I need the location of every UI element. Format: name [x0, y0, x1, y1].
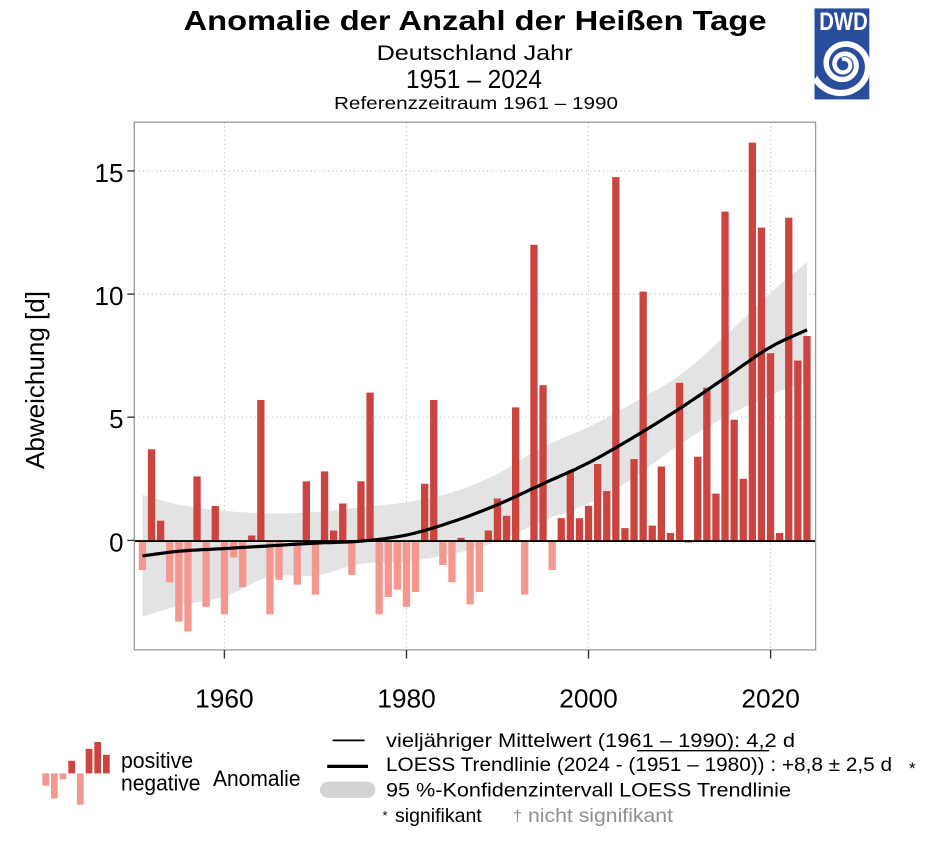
svg-text:5: 5	[109, 404, 123, 434]
svg-text:2000: 2000	[559, 684, 618, 714]
svg-text:Anomalie: Anomalie	[213, 766, 301, 791]
svg-text:nicht signifikant: nicht signifikant	[528, 805, 674, 827]
svg-text:DWD: DWD	[819, 8, 868, 36]
svg-text:95 %-Konfidenzintervall LOESS: 95 %-Konfidenzintervall LOESS Trendlinie	[386, 780, 791, 802]
svg-text:1980: 1980	[377, 684, 436, 714]
svg-text:Abweichung [d]: Abweichung [d]	[20, 291, 50, 469]
svg-text:0: 0	[109, 527, 123, 557]
svg-text:10: 10	[95, 281, 124, 311]
svg-text:Deutschland Jahr: Deutschland Jahr	[377, 42, 573, 65]
svg-text:*: *	[383, 808, 388, 823]
svg-text:†: †	[513, 808, 522, 825]
svg-text:Referenzzeitraum 1961 – 1990: Referenzzeitraum 1961 – 1990	[334, 93, 618, 113]
svg-text:1960: 1960	[195, 684, 254, 714]
svg-text:15: 15	[95, 158, 124, 188]
svg-text:LOESS Trendlinie (2024 - (1951: LOESS Trendlinie (2024 - (1951 – 1980)) …	[386, 754, 892, 776]
svg-text:negative: negative	[121, 770, 201, 795]
svg-text:2020: 2020	[741, 684, 800, 714]
svg-text:vieljähriger Mittelwert (1961: vieljähriger Mittelwert (1961 – 1990): 4…	[386, 730, 795, 752]
svg-text:*: *	[909, 759, 916, 778]
svg-text:positive: positive	[121, 748, 193, 773]
svg-text:1951 – 2024: 1951 – 2024	[406, 64, 542, 94]
svg-text:signifikant: signifikant	[395, 805, 482, 827]
svg-text:Anomalie der Anzahl der Heißen: Anomalie der Anzahl der Heißen Tage	[184, 5, 767, 36]
